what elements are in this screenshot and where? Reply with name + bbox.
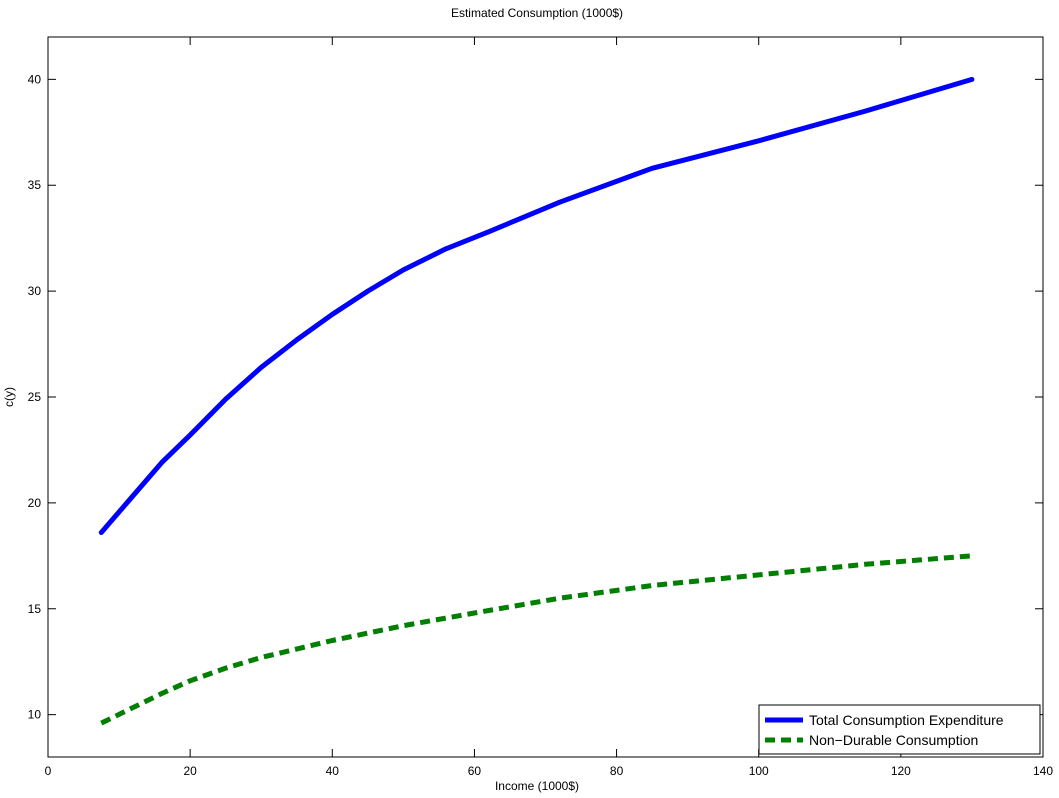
x-tick-label: 120 — [891, 764, 911, 778]
x-tick-label: 40 — [326, 764, 340, 778]
x-tick-label: 20 — [183, 764, 197, 778]
x-tick-label: 60 — [468, 764, 482, 778]
x-tick-label: 0 — [45, 764, 52, 778]
y-axis-label: c(y) — [2, 387, 16, 407]
x-axis-label: Income (1000$) — [495, 779, 579, 793]
y-tick-label: 25 — [28, 390, 42, 404]
legend: Total Consumption Expenditure Non−Durable… — [758, 704, 1041, 755]
y-tick-label: 40 — [28, 72, 42, 86]
chart-title: Estimated Consumption (1000$) — [451, 6, 623, 20]
plot-area: 0 20 40 60 80 100 120 140 10 15 20 25 30 35 40 — [28, 36, 1053, 778]
y-tick-label: 15 — [28, 602, 42, 616]
x-tick-label: 80 — [610, 764, 624, 778]
y-tick-label: 10 — [28, 708, 42, 722]
series-line-1 — [98, 76, 975, 535]
legend-box — [758, 704, 1041, 755]
legend-label-2: Non−Durable Consumption — [809, 732, 978, 748]
y-tick-label: 20 — [28, 496, 42, 510]
x-tick-label: 140 — [1033, 764, 1053, 778]
y-tick-label: 35 — [28, 178, 42, 192]
y-tick-label: 30 — [28, 284, 42, 298]
plot-frame — [47, 36, 1044, 758]
legend-label-1: Total Consumption Expenditure — [809, 712, 1004, 728]
x-tick-label: 100 — [749, 764, 769, 778]
series-line-2 — [100, 553, 973, 726]
